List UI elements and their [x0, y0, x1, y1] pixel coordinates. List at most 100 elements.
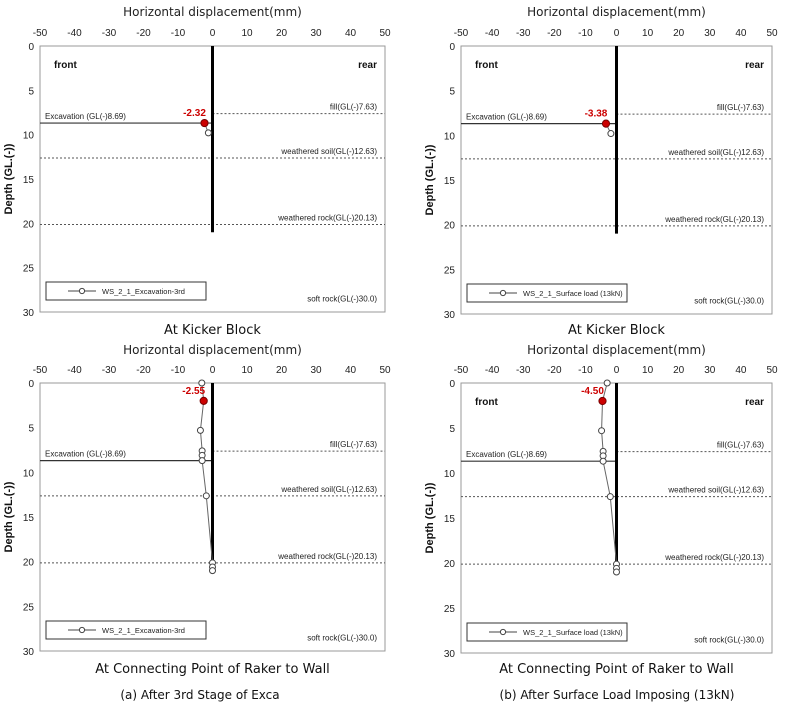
legend-box — [466, 283, 628, 303]
chart-panel-2: Horizontal displacement(mm) -50 -40 -30 -20 -… — [424, 5, 778, 338]
layer-label: weathered rock(GL(-)20.13) — [664, 215, 764, 224]
legend-box — [466, 622, 628, 642]
y-axis-label: Depth (GL.(-)) — [3, 143, 15, 214]
x-axis-label: Horizontal displacement(mm) — [527, 343, 706, 357]
legend-entry: WS_2_1_Excavation-3rd — [102, 626, 185, 635]
rear-label: rear — [745, 397, 764, 408]
excavation-label: Excavation (GL(-)8.69) — [45, 450, 126, 459]
layer-label: soft rock(GL(-)30.0) — [307, 295, 377, 304]
x-tick-label: -40 — [67, 28, 82, 39]
y-tick-label: 0 — [28, 379, 34, 390]
x-tick-label: -50 — [33, 365, 48, 376]
x-tick-label: 40 — [345, 28, 357, 39]
legend-entry: WS_2_1_Surface load (13kN) — [523, 628, 623, 637]
x-tick-label: -30 — [102, 28, 117, 39]
series-line — [601, 382, 617, 572]
layer-label: weathered rock(GL(-)20.13) — [277, 213, 377, 222]
x-tick-label: -50 — [454, 28, 469, 39]
y-tick-label: 25 — [23, 602, 35, 613]
legend-marker-swatch — [78, 626, 86, 634]
y-tick-label: 15 — [23, 175, 35, 186]
chart-panel-3: Horizontal displacement(mm) -50 -40 -30 -20 -… — [3, 343, 391, 677]
x-tick-label: -10 — [578, 365, 593, 376]
data-point — [607, 130, 615, 138]
layer-label: fill(GL(-)7.63) — [330, 440, 377, 449]
x-tick-label: 20 — [276, 28, 288, 39]
y-tick-label: 10 — [23, 468, 35, 479]
x-tick-label: -40 — [67, 365, 82, 376]
x-tick-label: 0 — [614, 365, 620, 376]
x-tick-label: -20 — [547, 28, 562, 39]
max-displacement-point — [601, 119, 611, 128]
y-tick-label: 0 — [449, 379, 455, 390]
y-tick-label: 25 — [444, 604, 456, 615]
excavation-label: Excavation (GL(-)8.69) — [466, 113, 547, 122]
x-tick-label: -10 — [171, 365, 186, 376]
x-tick-label: 50 — [766, 365, 778, 376]
y-tick-label: 30 — [23, 647, 35, 658]
x-tick-label: 20 — [276, 365, 288, 376]
layer-label: soft rock(GL(-)30.0) — [694, 636, 764, 645]
chart-title: At Connecting Point of Raker to Wall — [499, 662, 734, 677]
x-axis-label: Horizontal displacement(mm) — [123, 343, 302, 357]
excavation-label: Excavation (GL(-)8.69) — [466, 450, 547, 459]
y-tick-label: 15 — [23, 513, 35, 524]
y-tick-label: 5 — [449, 424, 455, 435]
max-displacement-label: -2.55 — [182, 386, 205, 397]
legend-entry: WS_2_1_Surface load (13kN) — [523, 289, 623, 298]
x-tick-label: 10 — [642, 28, 654, 39]
layer-label: fill(GL(-)7.63) — [717, 103, 764, 112]
layer-label: weathered rock(GL(-)20.13) — [277, 552, 377, 561]
x-tick-label: 0 — [210, 28, 216, 39]
layer-label: weathered rock(GL(-)20.13) — [664, 553, 764, 562]
y-tick-label: 10 — [444, 469, 456, 480]
x-tick-label: -30 — [516, 28, 531, 39]
data-point — [204, 129, 212, 137]
x-tick-label: -50 — [33, 28, 48, 39]
max-displacement-label: -4.50 — [581, 386, 604, 397]
y-tick-label: 20 — [23, 558, 35, 569]
layer-label: soft rock(GL(-)30.0) — [694, 297, 764, 306]
front-label: front — [475, 60, 498, 71]
y-axis-label: Depth (GL.(-)) — [424, 144, 436, 215]
layer-label: weathered soil(GL(-)12.63) — [280, 485, 377, 494]
y-tick-label: 20 — [23, 219, 35, 230]
x-tick-label: -20 — [136, 365, 151, 376]
y-tick-label: 5 — [449, 87, 455, 98]
x-tick-label: 20 — [673, 28, 685, 39]
x-tick-label: 10 — [642, 365, 654, 376]
legend-box — [45, 620, 207, 640]
legend-marker-swatch — [499, 289, 507, 297]
y-tick-label: 15 — [444, 514, 456, 525]
subfigure-caption-b: (b) After Surface Load Imposing (13kN) — [499, 688, 735, 702]
y-tick-label: 10 — [23, 131, 35, 142]
x-tick-label: 10 — [241, 28, 253, 39]
x-tick-label: -30 — [102, 365, 117, 376]
y-tick-label: 25 — [444, 265, 456, 276]
legend-entry: WS_2_1_Excavation-3rd — [102, 287, 185, 296]
data-point — [198, 457, 206, 465]
chart-title: At Connecting Point of Raker to Wall — [95, 662, 330, 677]
x-tick-label: 40 — [735, 365, 747, 376]
y-tick-label: 5 — [28, 86, 34, 97]
x-tick-label: 40 — [735, 28, 747, 39]
max-displacement-point — [598, 396, 607, 406]
x-tick-label: -20 — [547, 365, 562, 376]
max-displacement-label: -3.38 — [585, 109, 608, 120]
x-tick-label: -40 — [485, 28, 500, 39]
data-point — [613, 568, 620, 576]
y-tick-label: 20 — [444, 221, 456, 232]
y-tick-label: 0 — [449, 42, 455, 53]
subfigure-caption-a: (a) After 3rd Stage of Exca — [120, 688, 280, 702]
data-point — [606, 493, 614, 501]
legend-marker-swatch — [499, 628, 507, 636]
chart-title: At Kicker Block — [568, 323, 665, 338]
rear-label: rear — [745, 60, 764, 71]
y-tick-label: 30 — [444, 310, 456, 321]
front-label: front — [54, 60, 77, 71]
layer-label: weathered soil(GL(-)12.63) — [280, 147, 377, 156]
max-displacement-point — [199, 396, 208, 405]
data-point — [198, 379, 206, 387]
layer-label: weathered soil(GL(-)12.63) — [667, 148, 764, 157]
chart-panel-4: Horizontal displacement(mm) -50 -40 -30 -20 -… — [424, 343, 778, 677]
